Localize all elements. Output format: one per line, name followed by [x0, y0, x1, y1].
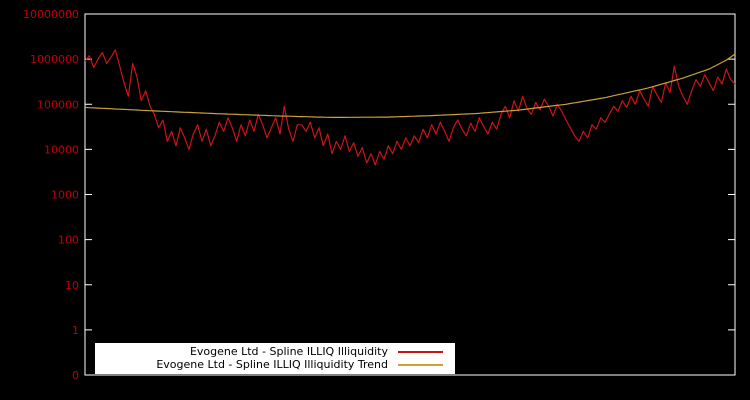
y-tick-label: 100	[58, 234, 79, 247]
legend: Evogene Ltd - Spline ILLIQ Illiquidity E…	[95, 343, 455, 374]
legend-line-sample	[398, 363, 443, 366]
legend-item: Evogene Ltd - Spline ILLIQ Illiquidity	[95, 345, 455, 358]
y-tick-label: 10000	[44, 143, 79, 156]
legend-label: Evogene Ltd - Spline ILLIQ Illiquidity	[189, 345, 388, 358]
y-tick-label: 1000	[51, 189, 79, 202]
y-tick-label: 10	[65, 279, 79, 292]
series-line-0	[84, 49, 736, 166]
legend-item: Evogene Ltd - Spline ILLIQ Illiquidity T…	[95, 358, 455, 371]
legend-line-sample	[398, 350, 443, 353]
series-line-1	[84, 53, 736, 119]
y-tick-label: 1	[72, 324, 79, 337]
plot-border	[84, 13, 736, 376]
y-tick-label: 100000	[37, 98, 79, 111]
legend-label: Evogene Ltd - Spline ILLIQ Illiquidity T…	[156, 358, 388, 371]
y-tick-label: 10000000	[23, 8, 79, 21]
y-tick-label: 1000000	[30, 53, 79, 66]
y-tick-label: 0	[72, 369, 79, 382]
